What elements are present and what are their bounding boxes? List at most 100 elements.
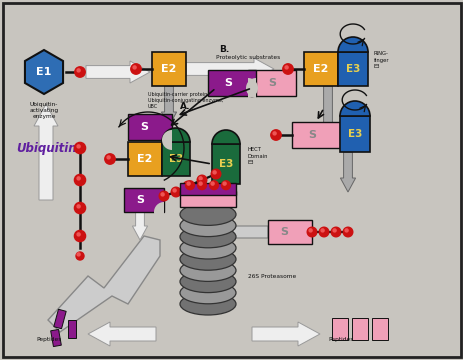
Circle shape (221, 181, 230, 190)
Bar (291, 122, 339, 148)
Circle shape (199, 182, 202, 185)
Text: Ubiquitin-
activating
enzyme: Ubiquitin- activating enzyme (29, 102, 58, 120)
Circle shape (273, 132, 275, 135)
Text: E3: E3 (347, 129, 362, 139)
Circle shape (77, 205, 80, 208)
Circle shape (187, 182, 190, 185)
FancyArrow shape (86, 61, 150, 83)
Circle shape (211, 169, 220, 179)
Text: Peptides: Peptides (327, 337, 353, 342)
Circle shape (159, 191, 169, 201)
Bar (268, 220, 311, 244)
Bar (68, 320, 76, 338)
Circle shape (131, 64, 141, 74)
Circle shape (320, 229, 324, 232)
Bar (207, 70, 256, 96)
Circle shape (183, 181, 193, 191)
Bar (371, 318, 387, 340)
Circle shape (107, 156, 110, 159)
Text: S: S (224, 78, 232, 88)
Polygon shape (25, 50, 63, 94)
Circle shape (343, 227, 352, 237)
Text: RING-
finger
E3: RING- finger E3 (373, 51, 389, 69)
Text: S: S (136, 195, 144, 205)
Circle shape (284, 66, 288, 69)
Ellipse shape (180, 226, 236, 248)
Circle shape (308, 229, 312, 232)
Bar (180, 183, 236, 195)
Wedge shape (162, 128, 189, 142)
Ellipse shape (180, 248, 236, 270)
Polygon shape (48, 236, 160, 332)
Text: 26S Proteasome: 26S Proteasome (247, 274, 295, 279)
Text: S: S (279, 227, 288, 237)
Circle shape (282, 64, 293, 74)
Circle shape (197, 181, 206, 190)
FancyArrow shape (88, 322, 156, 346)
FancyArrow shape (34, 104, 58, 200)
Circle shape (213, 171, 216, 174)
Bar (54, 309, 66, 329)
Circle shape (161, 193, 164, 196)
Circle shape (74, 143, 85, 154)
Text: A.: A. (180, 102, 190, 111)
Circle shape (211, 182, 213, 185)
Wedge shape (162, 130, 172, 150)
Circle shape (307, 227, 316, 237)
Bar (180, 191, 236, 207)
Circle shape (199, 177, 202, 180)
Text: S: S (268, 78, 275, 88)
FancyArrow shape (132, 212, 147, 240)
FancyArrow shape (320, 86, 335, 142)
Circle shape (74, 230, 85, 242)
Ellipse shape (180, 282, 236, 304)
Circle shape (75, 67, 85, 77)
Circle shape (76, 252, 84, 260)
Circle shape (105, 154, 115, 164)
Ellipse shape (180, 293, 236, 315)
Bar (212, 144, 239, 184)
Text: S: S (307, 130, 315, 140)
Text: B.: B. (219, 45, 229, 54)
Circle shape (77, 253, 80, 256)
Text: Ubiquitin: Ubiquitin (16, 141, 76, 154)
Bar (50, 329, 61, 347)
Text: Proteolytic substrates: Proteolytic substrates (216, 55, 280, 60)
Wedge shape (339, 101, 369, 116)
Text: E3: E3 (219, 159, 233, 169)
Ellipse shape (180, 237, 236, 259)
Wedge shape (247, 78, 257, 98)
Text: E2: E2 (137, 154, 152, 164)
Text: Peptides: Peptides (36, 337, 61, 342)
Circle shape (171, 187, 181, 197)
FancyArrow shape (340, 152, 355, 192)
Circle shape (332, 229, 335, 232)
Circle shape (270, 130, 281, 140)
Text: E2: E2 (313, 64, 328, 74)
Wedge shape (212, 130, 239, 144)
FancyArrow shape (161, 86, 176, 126)
Ellipse shape (180, 260, 236, 282)
Text: E3: E3 (345, 64, 359, 74)
Circle shape (74, 202, 85, 213)
Wedge shape (154, 202, 163, 222)
Bar (247, 70, 295, 96)
Circle shape (209, 181, 218, 190)
Bar (128, 114, 172, 140)
Bar (303, 52, 337, 86)
Bar (339, 116, 369, 152)
Bar (124, 188, 163, 212)
Circle shape (185, 183, 188, 186)
Circle shape (185, 181, 194, 190)
Ellipse shape (180, 203, 236, 225)
Bar (128, 142, 162, 176)
Circle shape (223, 182, 225, 185)
Bar (337, 52, 367, 86)
Text: Ubiquitin-carrier protein;
Ubiquitin-conjugating enzyme,
UBC: Ubiquitin-carrier protein; Ubiquitin-con… (148, 92, 223, 109)
Bar (152, 52, 186, 86)
Text: E1: E1 (36, 67, 51, 77)
FancyArrow shape (186, 58, 274, 80)
FancyArrow shape (251, 322, 319, 346)
Text: E2: E2 (161, 64, 176, 74)
Circle shape (173, 189, 176, 192)
